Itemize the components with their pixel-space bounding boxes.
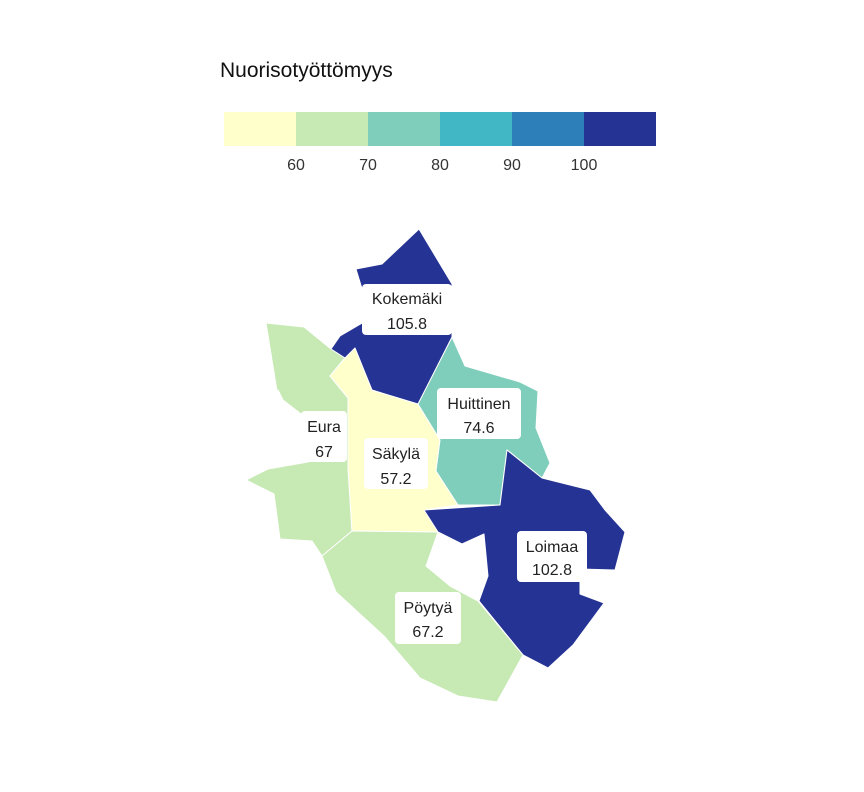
legend-bin-2 bbox=[296, 112, 368, 146]
label-loimaa: Loimaa 102.8 bbox=[517, 531, 587, 582]
legend-bin-3 bbox=[368, 112, 440, 146]
legend-bin-5 bbox=[512, 112, 584, 146]
legend-tick-90: 90 bbox=[503, 157, 521, 174]
label-poytya-value: 67.2 bbox=[412, 624, 443, 641]
region-labels: Kokemäki 105.8 Eura 67 Säkylä 57.2 Huitt… bbox=[301, 284, 587, 644]
legend-bin-6 bbox=[584, 112, 656, 146]
label-sakyla-value: 57.2 bbox=[380, 471, 411, 488]
label-kokemaki-name: Kokemäki bbox=[372, 291, 442, 308]
label-eura: Eura 67 bbox=[301, 411, 347, 462]
legend-tick-60: 60 bbox=[287, 157, 305, 174]
label-loimaa-value: 102.8 bbox=[532, 562, 572, 579]
label-kokemaki: Kokemäki 105.8 bbox=[362, 284, 452, 335]
label-poytya: Pöytyä 67.2 bbox=[395, 592, 461, 644]
label-eura-value: 67 bbox=[315, 444, 333, 461]
legend-tick-100: 100 bbox=[571, 157, 598, 174]
label-eura-name: Eura bbox=[307, 419, 341, 436]
legend-tick-80: 80 bbox=[431, 157, 449, 174]
legend-bin-4 bbox=[440, 112, 512, 146]
label-sakyla-name: Säkylä bbox=[372, 446, 420, 463]
label-huittinen-value: 74.6 bbox=[463, 420, 494, 437]
legend-bin-1 bbox=[224, 112, 296, 146]
legend-tick-70: 70 bbox=[359, 157, 377, 174]
label-huittinen: Huittinen 74.6 bbox=[437, 388, 521, 439]
legend-title: Nuorisotyöttömyys bbox=[220, 59, 393, 82]
label-kokemaki-value: 105.8 bbox=[387, 316, 427, 333]
label-huittinen-name: Huittinen bbox=[447, 396, 510, 413]
label-loimaa-name: Loimaa bbox=[526, 539, 579, 556]
label-poytya-name: Pöytyä bbox=[404, 600, 453, 617]
legend: Nuorisotyöttömyys 60 70 80 90 100 bbox=[220, 59, 656, 174]
label-sakyla: Säkylä 57.2 bbox=[364, 438, 428, 489]
